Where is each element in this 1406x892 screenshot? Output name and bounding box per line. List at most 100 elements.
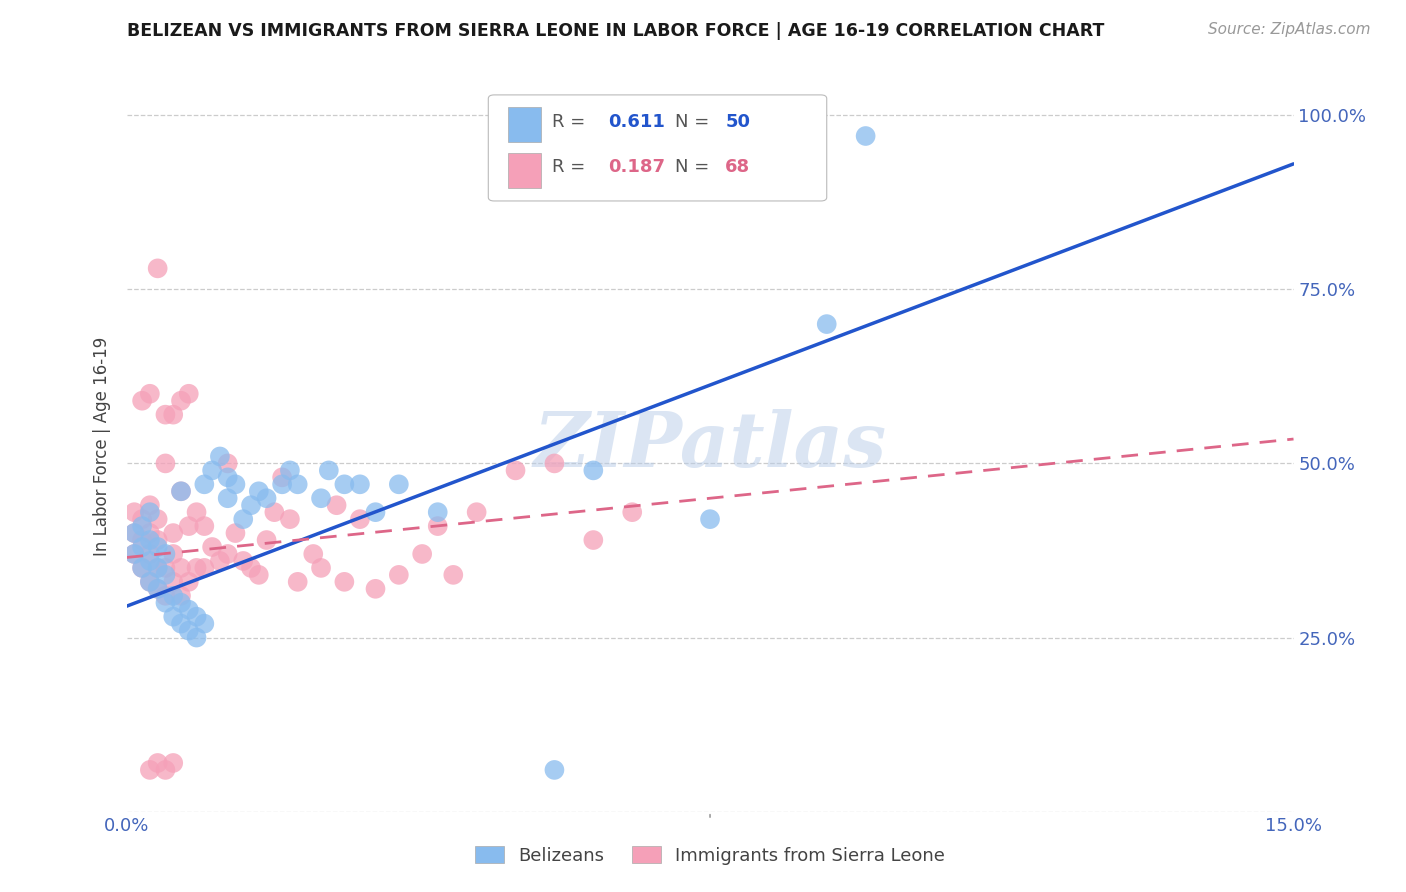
Point	[139, 554, 162, 568]
Text: ZIPatlas: ZIPatlas	[533, 409, 887, 483]
Point	[582, 463, 605, 477]
Point	[426, 519, 449, 533]
Point	[318, 463, 340, 477]
Legend: Belizeans, Immigrants from Sierra Leone: Belizeans, Immigrants from Sierra Leone	[468, 839, 952, 872]
Point	[170, 589, 193, 603]
Point	[364, 582, 387, 596]
Point	[217, 457, 239, 471]
Point	[162, 589, 184, 603]
Point	[177, 574, 200, 589]
Point	[278, 512, 301, 526]
Point	[388, 477, 411, 491]
Point	[441, 567, 464, 582]
Point	[131, 561, 153, 575]
Point	[162, 408, 184, 422]
Point	[146, 561, 169, 575]
Point	[131, 393, 153, 408]
Point	[256, 491, 278, 506]
Point	[139, 386, 162, 401]
Point	[217, 547, 239, 561]
Point	[139, 574, 162, 589]
Text: 0.611: 0.611	[609, 112, 665, 130]
Point	[855, 128, 877, 143]
Point	[131, 540, 153, 554]
Bar	[508, 107, 541, 143]
Point	[139, 498, 162, 512]
Point	[217, 491, 239, 506]
Point	[146, 561, 169, 575]
Point	[155, 596, 177, 610]
Text: R =: R =	[553, 158, 592, 176]
Point	[124, 526, 146, 541]
Point	[146, 756, 169, 770]
Point	[465, 505, 488, 519]
Point	[193, 561, 215, 575]
Point	[263, 505, 285, 519]
Point	[349, 477, 371, 491]
Point	[155, 589, 177, 603]
Point	[388, 567, 411, 582]
Point	[208, 554, 231, 568]
Point	[240, 498, 263, 512]
Point	[170, 561, 193, 575]
Text: 50: 50	[725, 112, 751, 130]
Point	[333, 574, 356, 589]
Point	[287, 574, 309, 589]
Point	[201, 540, 224, 554]
Point	[139, 547, 162, 561]
Point	[232, 512, 254, 526]
Point	[582, 533, 605, 547]
Point	[186, 505, 208, 519]
Point	[186, 609, 208, 624]
Bar	[508, 153, 541, 188]
Point	[139, 526, 162, 541]
Point	[505, 463, 527, 477]
Point	[146, 582, 169, 596]
Y-axis label: In Labor Force | Age 16-19: In Labor Force | Age 16-19	[93, 336, 111, 556]
Point	[325, 498, 347, 512]
Point	[224, 477, 246, 491]
Point	[162, 609, 184, 624]
Point	[217, 470, 239, 484]
Point	[240, 561, 263, 575]
Point	[131, 512, 153, 526]
Point	[124, 526, 146, 541]
Point	[146, 533, 169, 547]
Text: R =: R =	[553, 112, 592, 130]
Point	[124, 547, 146, 561]
Point	[155, 408, 177, 422]
Text: Source: ZipAtlas.com: Source: ZipAtlas.com	[1208, 22, 1371, 37]
Point	[170, 484, 193, 499]
Text: 0.187: 0.187	[609, 158, 665, 176]
Point	[193, 519, 215, 533]
Point	[162, 756, 184, 770]
Point	[208, 450, 231, 464]
Point	[186, 631, 208, 645]
Point	[193, 477, 215, 491]
Point	[170, 393, 193, 408]
Point	[177, 603, 200, 617]
Point	[146, 261, 169, 276]
Point	[543, 457, 565, 471]
Point	[232, 554, 254, 568]
Text: 68: 68	[725, 158, 751, 176]
Point	[621, 505, 644, 519]
Point	[201, 463, 224, 477]
Point	[155, 763, 177, 777]
Point	[170, 616, 193, 631]
Point	[193, 616, 215, 631]
Point	[333, 477, 356, 491]
Point	[131, 519, 153, 533]
Point	[155, 547, 177, 561]
Point	[139, 505, 162, 519]
Point	[155, 457, 177, 471]
Point	[699, 512, 721, 526]
Point	[139, 763, 162, 777]
Point	[426, 505, 449, 519]
Point	[271, 470, 294, 484]
Point	[131, 533, 153, 547]
Point	[364, 505, 387, 519]
Point	[309, 561, 332, 575]
Point	[162, 574, 184, 589]
Point	[139, 533, 162, 547]
